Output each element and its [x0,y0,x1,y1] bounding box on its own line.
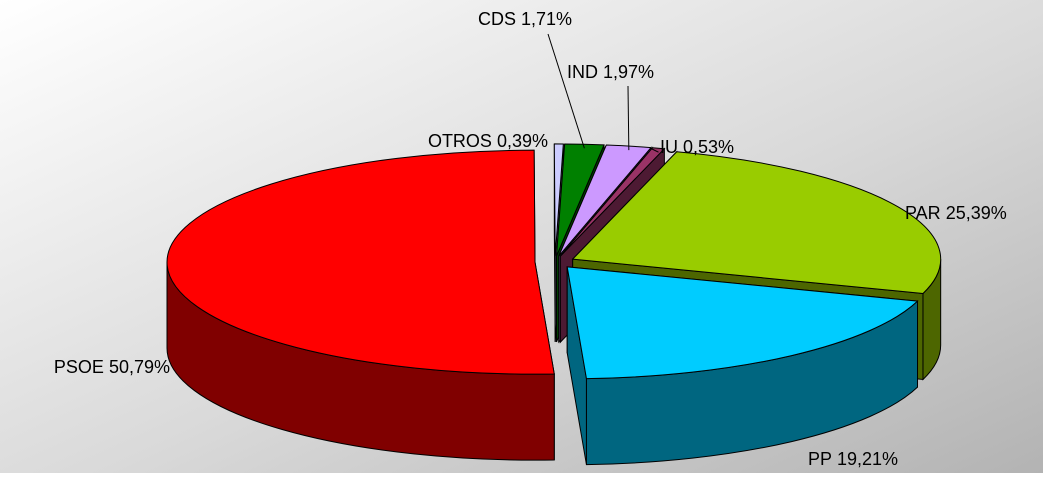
category-name: IU [660,137,678,157]
slice [553,143,564,256]
category-name: PAR [905,203,941,223]
slice [166,149,555,375]
slice [571,151,942,294]
value-label: 50,79% [109,357,170,377]
value-label: 0,39% [497,131,548,151]
leader-line [627,85,630,151]
slice [556,143,605,257]
slice-label: OTROS 0,39% [428,131,548,151]
slice-label: IND 1,97% [567,62,654,82]
category-name: PSOE [54,357,104,377]
slice-label: IU 0,53% [660,137,734,157]
category-name: PP [808,449,832,469]
value-label: 19,21% [837,449,898,469]
value-label: 1,71% [521,9,572,29]
value-label: 0,53% [683,137,734,157]
slice-label: PP 19,21% [808,449,898,469]
leader-line [547,33,585,149]
value-label: 25,39% [946,203,1007,223]
category-name: OTROS [428,131,492,151]
slice [559,147,666,257]
category-name: CDS [478,9,516,29]
slice-label: CDS 1,71% [478,9,572,29]
leader-line [649,147,659,153]
slice [566,266,919,380]
slice-label: PSOE 50,79% [54,357,170,377]
slice-label: PAR 25,39% [905,203,1007,223]
category-name: IND [567,62,598,82]
value-label: 1,97% [603,62,654,82]
